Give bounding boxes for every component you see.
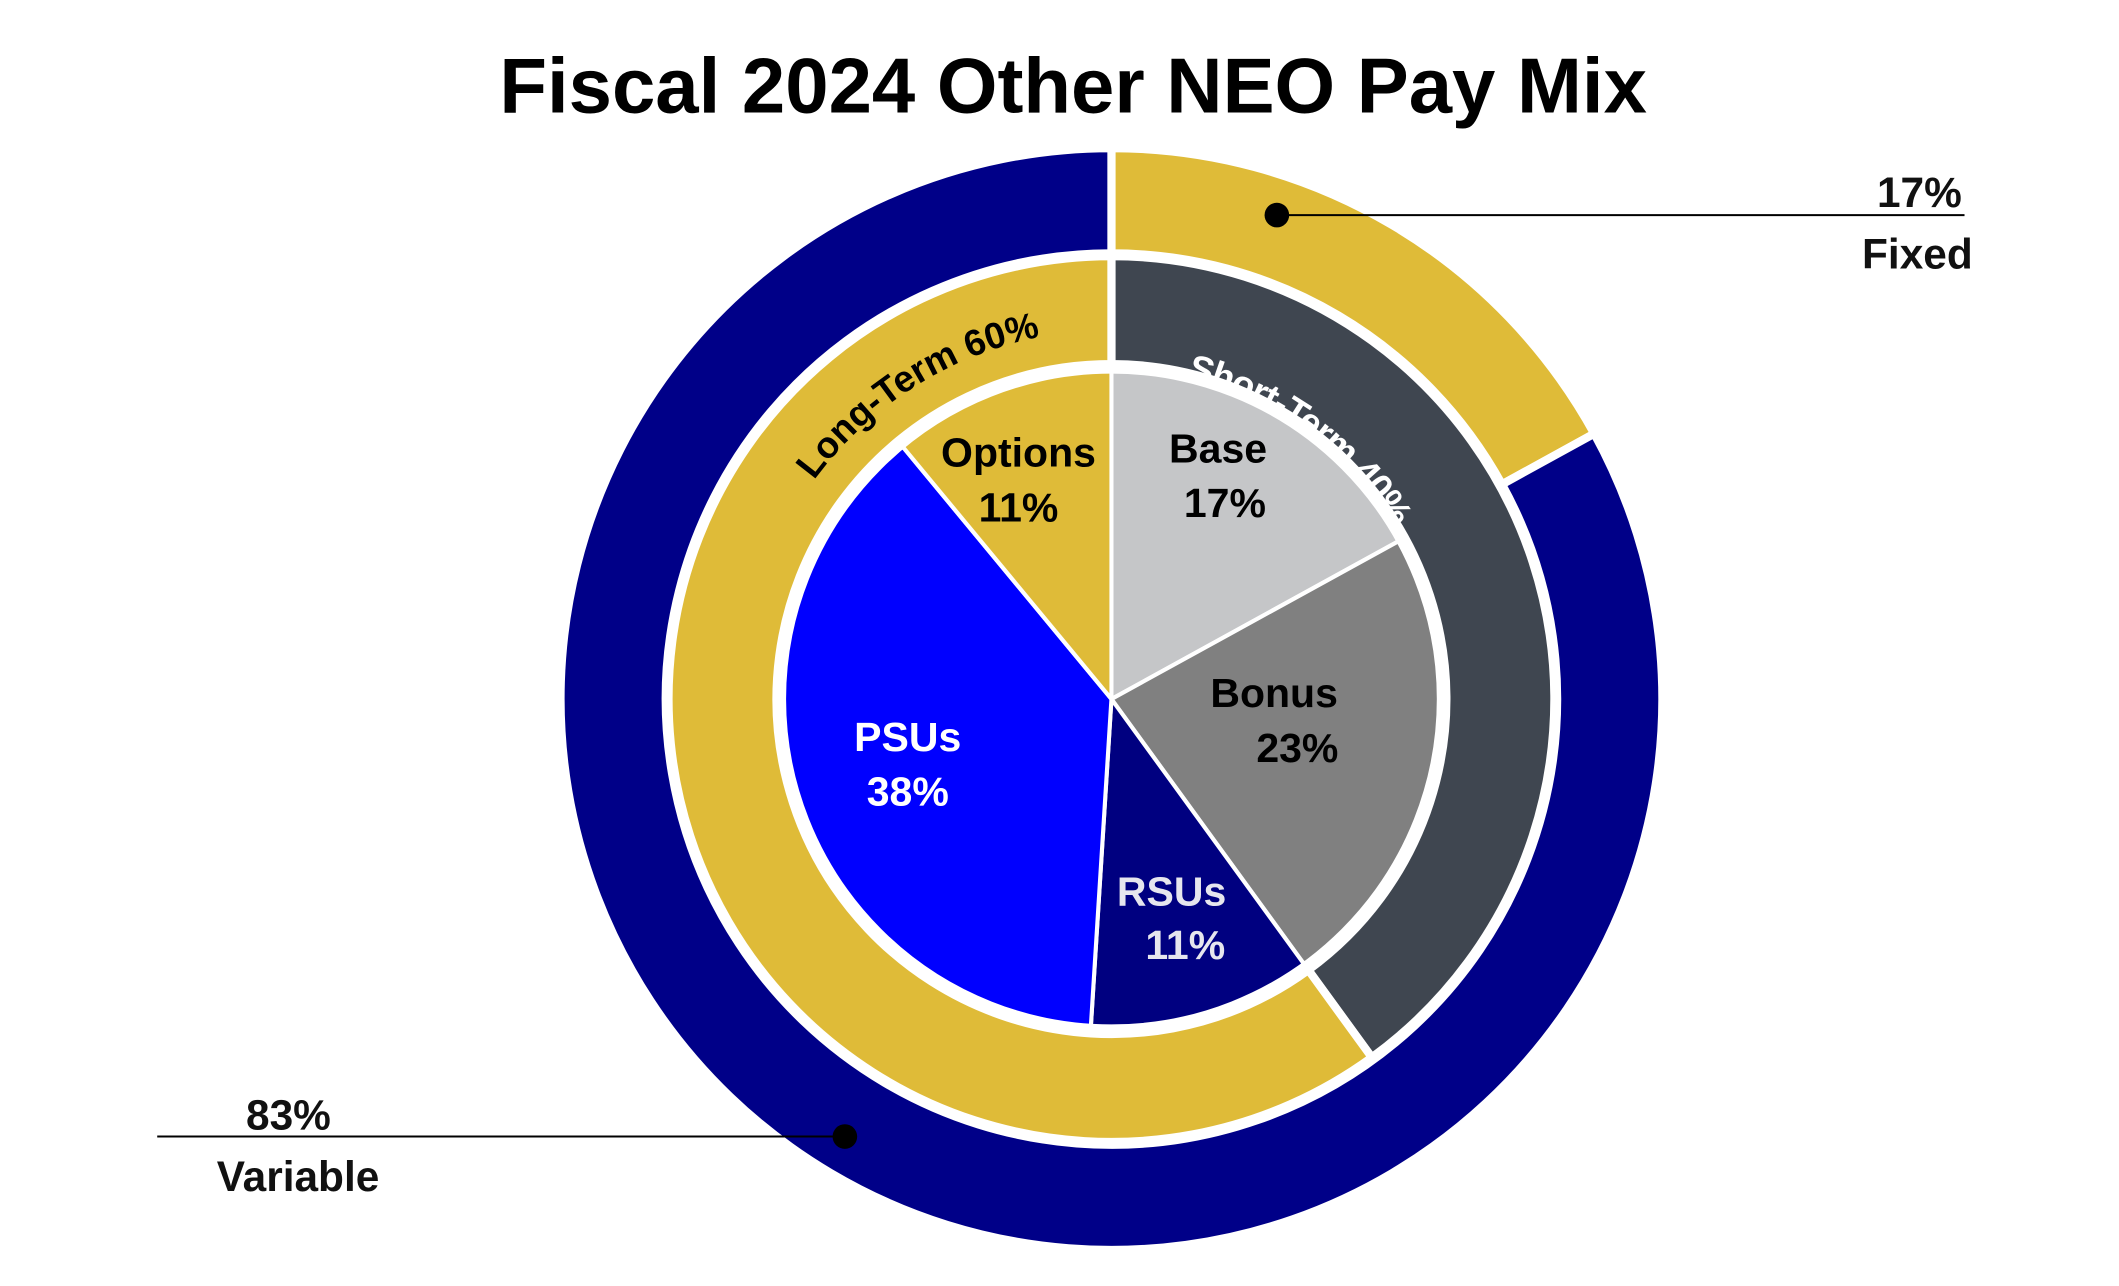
variable-value-label: 83% [246, 1092, 331, 1139]
base-name-label: Base [1169, 426, 1267, 472]
bonus-value-label: 23% [1256, 725, 1338, 771]
middle-slice-short-term [1107, 252, 1559, 1064]
fixed-leader-dot [1264, 202, 1290, 228]
fixed-value-label: 17% [1877, 169, 1962, 216]
psus-name-label: PSUs [854, 714, 961, 760]
variable-name-label: Variable [217, 1153, 380, 1200]
chart-title: Fiscal 2024 Other NEO Pay Mix [499, 42, 1646, 130]
options-value-label: 11% [979, 484, 1059, 530]
inner-pie-border [777, 365, 1446, 1033]
bonus-name-label: Bonus [1210, 670, 1338, 716]
middle-slice-long-term [664, 252, 1378, 1147]
rsus-name-label: RSUs [1117, 868, 1226, 914]
fixed-name-label: Fixed [1862, 230, 1973, 277]
psus-value-label: 38% [867, 769, 949, 815]
base-value-label: 17% [1184, 480, 1266, 526]
variable-leader-dot [832, 1124, 858, 1149]
options-name-label: Options [941, 430, 1096, 476]
rsus-value-label: 11% [1145, 922, 1225, 968]
